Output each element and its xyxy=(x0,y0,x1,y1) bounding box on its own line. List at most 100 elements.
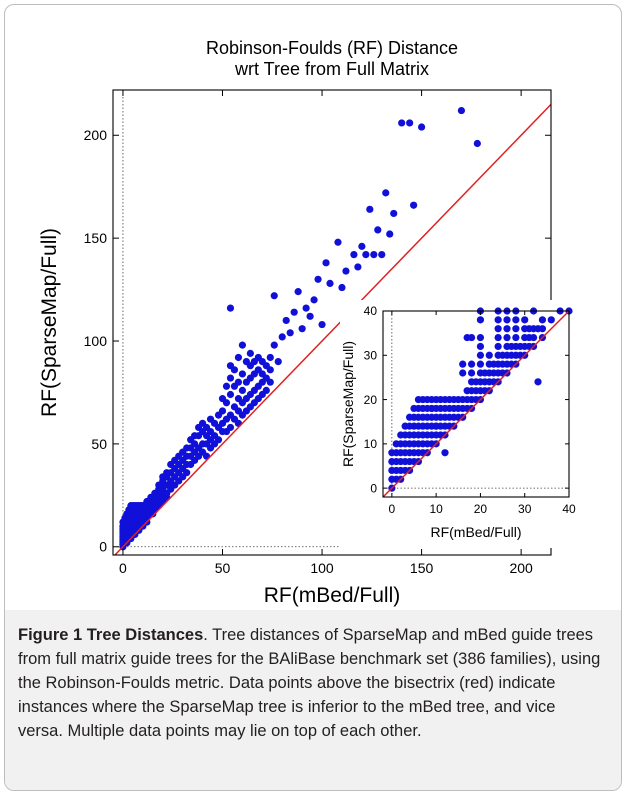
scatter-point xyxy=(246,349,254,357)
scatter-point xyxy=(476,360,485,368)
scatter-point xyxy=(428,404,436,413)
scatter-point xyxy=(382,189,390,197)
y-tick-label: 100 xyxy=(84,333,108,349)
scatter-point xyxy=(386,230,394,238)
scatter-point xyxy=(476,333,485,342)
scatter-point xyxy=(398,119,406,127)
scatter-point xyxy=(358,242,366,250)
main-chart: 0 50 100 150 200050100150200RF(mBed/Full)RF(… xyxy=(38,38,552,607)
scatter-point xyxy=(512,316,520,324)
scatter-point xyxy=(222,399,231,407)
y-tick-label: 200 xyxy=(84,127,108,143)
scatter-point xyxy=(512,333,520,342)
scatter-point xyxy=(485,351,493,359)
scatter-point xyxy=(538,325,547,333)
bisectrix-line xyxy=(382,310,570,498)
x-axis-label: RF(mBed/Full) xyxy=(264,584,401,607)
scatter-point xyxy=(538,316,547,324)
caption-text: . Tree distances of SparseMap and mBed g… xyxy=(18,626,601,740)
scatter-point xyxy=(521,316,529,324)
y-tick-label: 150 xyxy=(84,230,108,246)
scatter-point xyxy=(238,370,247,378)
scatter-point xyxy=(374,226,382,234)
y-axis-label: RF(SparseMap/Full) xyxy=(38,228,61,417)
inset-background xyxy=(340,300,580,548)
scatter-point xyxy=(494,325,502,333)
scatter-point xyxy=(342,267,350,275)
scatter-point xyxy=(214,436,223,444)
x-tick-label: 30 xyxy=(518,502,532,516)
y-tick-label: 40 xyxy=(364,304,378,318)
bisectrix-line xyxy=(114,103,552,556)
scatter-point xyxy=(503,333,511,342)
scatter-point xyxy=(230,366,239,374)
scatter-point xyxy=(183,469,191,477)
scatter-point xyxy=(459,369,467,377)
scatter-point xyxy=(326,279,334,288)
y-tick-label: 20 xyxy=(364,393,378,407)
scatter-point xyxy=(503,316,511,324)
x-tick-label: 40 xyxy=(562,502,576,516)
x-tick-label: 10 xyxy=(429,502,443,516)
scatter-point xyxy=(494,333,502,342)
scatter-point xyxy=(441,449,449,457)
scatter-point xyxy=(467,369,476,377)
scatter-point xyxy=(226,374,235,382)
chart-title: Robinson-Foulds (RF) Distance xyxy=(206,38,458,58)
scatter-point xyxy=(476,342,485,351)
scatter-point xyxy=(354,263,362,271)
scatter-point xyxy=(286,329,294,337)
scatter-point xyxy=(529,333,538,342)
scatter-point xyxy=(234,353,243,362)
scatter-point xyxy=(266,366,274,374)
scatter-point xyxy=(274,357,282,366)
scatter-point xyxy=(226,390,235,399)
x-axis-label: RF(mBed/Full) xyxy=(430,524,521,540)
chart-subtitle: wrt Tree from Full Matrix xyxy=(234,59,429,79)
y-tick-label: 30 xyxy=(364,348,378,362)
scatter-point xyxy=(322,259,330,267)
scatter-point xyxy=(350,251,358,259)
scatter-point xyxy=(406,119,414,127)
scatter-point xyxy=(222,382,231,390)
scatter-point xyxy=(262,386,270,394)
scatter-point xyxy=(266,353,274,362)
scatter-point xyxy=(534,378,542,386)
y-tick-label: 0 xyxy=(370,481,377,495)
scatter-point xyxy=(467,333,476,342)
y-axis-label: RF(SparseMap/Full) xyxy=(340,341,356,467)
scatter-point xyxy=(282,316,290,325)
scatter-point xyxy=(476,351,485,359)
scatter-point xyxy=(226,423,235,432)
scatter-point xyxy=(457,106,466,115)
scatter-point xyxy=(270,341,278,349)
scatter-point xyxy=(362,251,370,259)
scatter-point xyxy=(294,288,302,296)
scatter-point xyxy=(378,251,386,259)
scatter-point xyxy=(334,238,342,246)
scatter-point xyxy=(226,304,235,312)
x-tick-label: 150 xyxy=(410,560,434,576)
scatter-point xyxy=(410,201,418,209)
plot-frame xyxy=(382,310,570,498)
scatter-point xyxy=(266,378,274,386)
scatter-point xyxy=(310,296,318,304)
figure-chart: 0 50 100 150 200050100150200RF(mBed/Full)RF(… xyxy=(38,38,580,607)
x-tick-label: 100 xyxy=(310,560,334,576)
scatter-point xyxy=(459,360,467,368)
caption-background xyxy=(5,610,621,790)
scatter-point xyxy=(473,139,481,148)
scatter-point xyxy=(298,325,306,333)
scatter-point xyxy=(278,333,286,341)
scatter-point xyxy=(467,360,476,368)
y-tick-label: 10 xyxy=(364,437,378,451)
caption-label: Figure 1 Tree Distances xyxy=(18,626,204,644)
scatter-point xyxy=(390,209,398,218)
inset-chart: 0 10 20 30 40 0 10 20 30 40 RF(mBed/Full) RF(Sparse… xyxy=(340,300,580,548)
y-tick-label: 50 xyxy=(91,436,107,452)
scatter-point xyxy=(432,422,440,430)
x-tick-label: 20 xyxy=(474,502,488,516)
scatter-point xyxy=(306,312,314,320)
scatter-point xyxy=(234,378,243,386)
scatter-point xyxy=(238,341,247,349)
